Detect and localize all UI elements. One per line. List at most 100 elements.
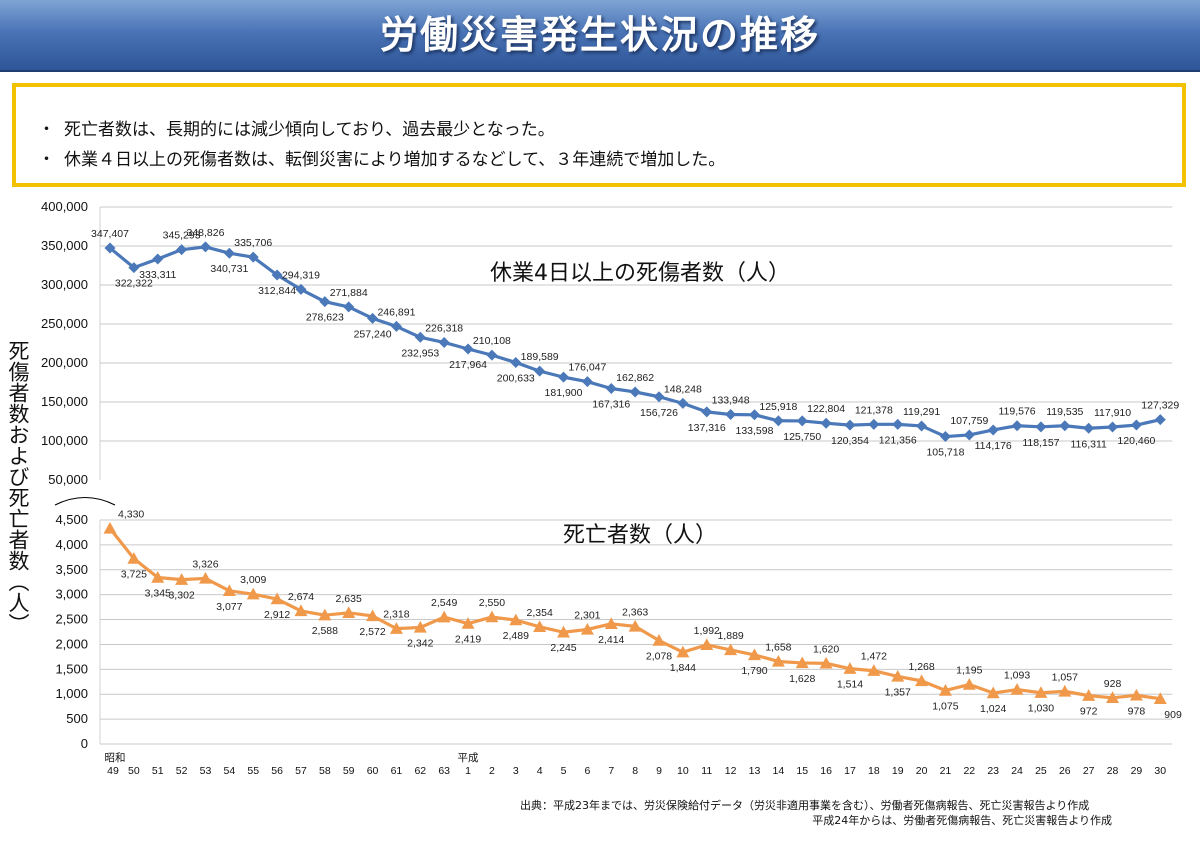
deaths-data-label: 2,301 — [574, 609, 600, 621]
x-tick-label: 6 — [584, 765, 590, 777]
deaths-point — [1153, 692, 1167, 704]
injuries-y-tick-label: 50,000 — [48, 472, 88, 487]
x-tick-label: 52 — [176, 765, 188, 777]
x-tick-label: 28 — [1107, 765, 1119, 777]
deaths-data-label: 3,326 — [192, 558, 218, 570]
deaths-y-tick-label: 3,000 — [55, 587, 88, 602]
bullet: ・ — [38, 120, 55, 140]
x-tick-label: 59 — [343, 765, 355, 777]
deaths-point — [652, 634, 666, 646]
injuries-point — [963, 429, 975, 441]
deaths-data-label: 4,330 — [118, 508, 144, 520]
x-tick-label: 26 — [1059, 765, 1071, 777]
deaths-point — [986, 686, 1000, 699]
injuries-point — [390, 320, 402, 332]
x-tick-label: 63 — [438, 765, 450, 777]
deaths-point — [1129, 688, 1143, 701]
summary-box: ・死亡者数は、長期的には減少傾向しており、過去最少となった。 ・休業４日以上の死… — [12, 83, 1186, 187]
injuries-data-label: 118,157 — [1022, 437, 1059, 449]
deaths-series-title: 死亡者数（人） — [563, 523, 717, 548]
injuries-data-label: 335,706 — [234, 237, 272, 249]
x-tick-label: 7 — [608, 765, 614, 777]
deaths-point — [246, 587, 260, 600]
deaths-data-label: 2,363 — [622, 606, 648, 618]
x-tick-label: 54 — [224, 765, 236, 777]
deaths-data-label: 3,077 — [216, 601, 242, 613]
deaths-point — [485, 610, 499, 623]
x-tick-label: 13 — [749, 765, 761, 777]
injuries-data-label: 116,311 — [1070, 438, 1107, 450]
deaths-point — [819, 656, 833, 669]
deaths-data-label: 1,075 — [932, 700, 958, 712]
deaths-point — [127, 552, 141, 564]
injuries-point — [677, 397, 689, 409]
deaths-y-tick-label: 1,000 — [55, 686, 88, 701]
x-tick-label: 9 — [656, 765, 662, 777]
source-line-1: 出典：平成23年までは、労災保険給付データ（労災非適用事業を含む）、労働者死傷病… — [520, 799, 1090, 812]
injuries-data-label: 333,311 — [139, 269, 176, 281]
deaths-data-label: 2,635 — [336, 593, 362, 605]
injuries-y-tick-label: 100,000 — [41, 433, 88, 448]
deaths-point — [222, 584, 236, 597]
injuries-data-label: 347,407 — [91, 228, 129, 240]
deaths-y-tick-label: 3,500 — [55, 562, 88, 577]
deaths-point — [628, 619, 642, 632]
x-axis: 49 50 51 52 53 54 55 56 57 58 59 60 61 62 63 1 2 3 4 5 6 7 8 9 1… — [105, 752, 1167, 777]
injuries-series-title: 休業4日以上の死傷者数（人） — [490, 261, 790, 286]
deaths-point — [962, 678, 976, 690]
injuries-data-label: 162,862 — [616, 372, 654, 384]
deaths-point — [604, 617, 618, 630]
injuries-point — [1154, 414, 1166, 426]
injuries-point — [558, 371, 570, 383]
source-note: 出典：平成23年までは、労災保険給付データ（労災非適用事業を含む）、労働者死傷病… — [520, 798, 1120, 828]
summary-line-deaths: ・死亡者数は、長期的には減少傾向しており、過去最少となった。 — [38, 115, 555, 140]
deaths-point — [509, 613, 523, 626]
injuries-point — [223, 247, 235, 259]
injuries-data-label: 125,750 — [783, 431, 821, 443]
x-tick-label: 20 — [916, 765, 928, 777]
injuries-y-tick-label: 250,000 — [41, 316, 88, 331]
injuries-data-label: 107,759 — [950, 415, 988, 427]
deaths-data-label: 1,057 — [1052, 671, 1078, 683]
x-tick-label: 16 — [820, 765, 832, 777]
injuries-point — [748, 409, 760, 421]
deaths-point — [413, 620, 427, 633]
deaths-data-label: 3,302 — [168, 590, 194, 602]
deaths-data-label: 2,550 — [479, 597, 505, 609]
injuries-data-label: 257,240 — [354, 328, 392, 340]
injuries-data-label: 120,460 — [1117, 435, 1155, 447]
deaths-point — [795, 656, 809, 669]
x-tick-label: 49 — [107, 765, 119, 777]
deaths-data-label: 2,342 — [407, 637, 433, 649]
deaths-data-label: 3,009 — [240, 574, 266, 586]
x-tick-label: 56 — [271, 765, 283, 777]
x-tick-label: 21 — [940, 765, 952, 777]
injuries-point — [605, 382, 617, 394]
injuries-point — [844, 419, 856, 431]
deaths-point — [557, 625, 571, 638]
injuries-point — [343, 301, 355, 313]
injuries-point — [1130, 419, 1142, 431]
injuries-point — [367, 312, 379, 324]
deaths-data-label: 2,588 — [312, 625, 338, 637]
x-tick-label: 27 — [1083, 765, 1095, 777]
injuries-data-label: 226,318 — [425, 322, 463, 334]
x-tick-label: 61 — [391, 765, 403, 777]
page-title: 労働災害発生状況の推移 — [379, 13, 820, 57]
deaths-point — [366, 609, 380, 622]
injuries-point — [868, 418, 880, 430]
injuries-data-label: 137,316 — [688, 422, 726, 434]
deaths-data-label: 1,992 — [694, 625, 720, 637]
injuries-data-label: 167,316 — [592, 398, 630, 410]
x-tick-label: 55 — [247, 765, 259, 777]
x-tick-label: 24 — [1011, 765, 1023, 777]
x-tick-label: 5 — [561, 765, 567, 777]
deaths-point — [700, 638, 714, 651]
deaths-data-label: 2,078 — [646, 651, 672, 663]
injuries-point — [1107, 421, 1119, 433]
injuries-data-label: 119,576 — [998, 406, 1035, 418]
injuries-data-label: 189,589 — [521, 351, 559, 363]
deaths-y-tick-label: 0 — [81, 736, 88, 751]
injuries-data-label: 121,356 — [879, 434, 917, 446]
injuries-point — [796, 415, 808, 427]
